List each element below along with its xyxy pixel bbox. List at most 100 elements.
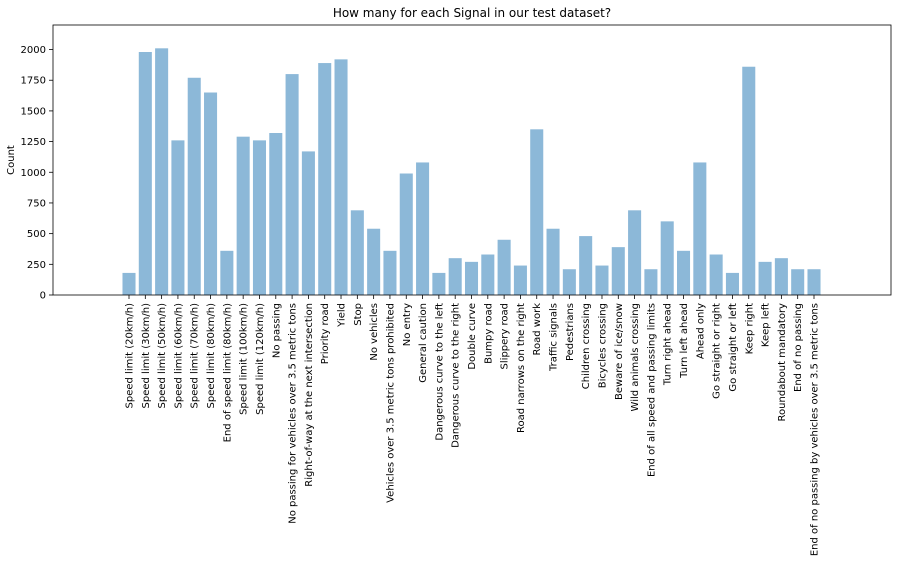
bar [220,250,234,295]
x-tick-label: Speed limit (80km/h) [206,303,217,409]
x-tick-label: Dangerous curve to the right [451,303,462,448]
bar [530,129,544,295]
bar [791,269,805,295]
bar [171,140,185,295]
x-tick-label: End of all speed and passing limits [646,303,657,477]
x-tick-label: Speed limit (50km/h) [157,303,168,409]
bar [628,210,642,295]
x-tick-label: Keep left [761,303,772,347]
x-tick-label: Slippery road [500,303,511,369]
y-axis: 0 250 500 750 1000 1250 1500 1750 2000 [21,45,53,302]
bar [725,272,739,295]
x-tick-label: Road narrows on the right [516,303,527,433]
bar [269,133,283,295]
bar [448,258,462,295]
bar [611,247,625,295]
x-tick-label: Children crossing [581,303,592,389]
x-tick-label: Bumpy road [483,303,494,364]
bar [595,265,609,295]
bar [677,250,691,295]
bar [187,77,201,296]
x-tick-label: Go straight or right [712,303,723,399]
x-tick-label: Priority road [320,303,331,364]
y-tick-label: 2000 [21,45,46,56]
x-tick-label: Vehicles over 3.5 metric tons prohibited [385,303,396,503]
x-tick-label: End of no passing by vehicles over 3.5 m… [810,303,821,556]
bar [481,254,495,295]
x-tick-label: Bicycles crossing [597,303,608,388]
bar [301,151,315,295]
bar [660,221,674,295]
x-tick-label: Beware of ice/snow [614,303,625,400]
x-tick-label: Speed limit (100km/h) [239,303,250,415]
y-tick-label: 1750 [21,76,46,87]
x-tick-label: Speed limit (60km/h) [173,303,184,409]
x-tick-label: Double curve [467,303,478,370]
x-tick-label: Go straight or left [728,303,739,392]
x-tick-label: No passing [271,303,282,358]
y-tick-label: 1250 [21,137,46,148]
x-tick-label: Ahead only [695,303,706,359]
bar [644,269,658,295]
x-tick-label: Right-of-way at the next intersection [304,303,315,487]
bar [709,254,723,295]
bar [285,74,299,295]
y-tick-label: 500 [27,229,46,240]
bar [579,236,593,295]
x-tick-label: Yield [337,303,348,328]
bar [758,261,772,295]
bar [562,269,576,295]
x-tick-label: No entry [402,303,413,346]
y-tick-label: 1500 [21,106,46,117]
chart-title: How many for each Signal in our test dat… [333,6,611,20]
x-tick-label: Wild animals crossing [630,303,641,411]
bar [252,140,266,295]
y-tick-label: 1000 [21,168,46,179]
bar [774,258,788,295]
x-tick-label: General caution [418,303,429,383]
x-tick-label: Traffic signals [549,303,560,372]
bars-group [122,48,821,296]
y-tick-label: 750 [27,198,46,209]
x-tick-label: Speed limit (30km/h) [141,303,152,409]
bar [513,265,527,295]
bar [318,63,332,295]
y-axis-label: Count [6,145,17,175]
bar [416,162,430,295]
x-tick-label: Keep right [744,303,755,354]
bar [807,269,821,295]
bar [497,239,511,295]
bar [742,66,756,295]
bar [383,250,397,295]
x-tick-label: Turn right ahead [663,303,674,386]
bar [367,228,381,295]
x-tick-label: No passing for vehicles over 3.5 metric … [288,303,299,524]
x-tick-label: End of no passing [793,303,804,392]
bar [138,52,152,295]
bar [693,162,707,295]
x-tick-label: Speed limit (20km/h) [125,303,136,409]
x-axis: Speed limit (20km/h) Speed limit (30km/h)… [125,295,821,556]
x-tick-label: Stop [353,303,364,326]
y-tick-label: 250 [27,260,46,271]
bar [334,59,348,295]
bar [122,272,136,295]
x-tick-label: Turn left ahead [679,303,690,379]
x-tick-label: End of speed limit (80km/h) [222,303,233,442]
bar [399,173,413,295]
x-tick-label: Speed limit (70km/h) [190,303,201,409]
x-tick-label: Pedestrians [565,303,576,361]
x-tick-label: Speed limit (120km/h) [255,303,266,415]
x-tick-label: No vehicles [369,303,380,361]
bar [155,48,169,295]
plot-frame [52,24,892,296]
x-tick-label: Road work [532,303,543,356]
bar [204,92,218,295]
bar [546,228,560,295]
x-tick-label: Dangerous curve to the left [434,303,445,441]
bar [236,136,250,295]
bar [350,210,364,295]
y-tick-label: 0 [40,291,46,302]
